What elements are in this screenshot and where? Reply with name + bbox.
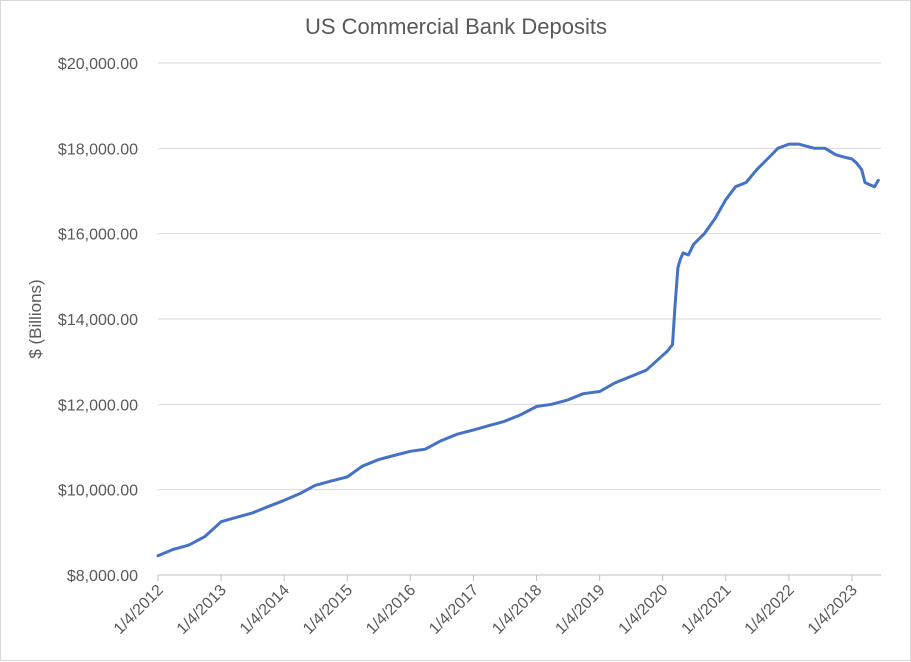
series-layer [156,142,880,558]
x-tick-label: 1/4/2021 [679,582,735,638]
x-tick-label: 1/4/2020 [615,582,671,638]
x-axis-ticks: 1/4/2012 1/4/2013 1/4/2014 1/4/2015 1/4/2016… [111,575,861,638]
y-tick-label: $10,000.00 [58,483,138,500]
y-tick-label: $8,000.00 [67,568,138,585]
y-tick-label: $20,000.00 [58,56,138,73]
x-tick-label: 1/4/2016 [363,582,419,638]
x-tick-label: 1/4/2019 [552,582,608,638]
y-tick-label: $18,000.00 [58,141,138,158]
x-tick-label: 1/4/2017 [426,582,482,638]
y-tick-label: $12,000.00 [58,397,138,414]
x-tick-label: 1/4/2018 [489,582,545,638]
y-tick-label: $16,000.00 [58,227,138,244]
y-tick-label: $14,000.00 [58,312,138,329]
x-tick-label: 1/4/2022 [742,582,798,638]
y-axis-label: $ (Billions) [26,279,45,358]
x-tick-label: 1/4/2014 [237,582,293,638]
chart-title: US Commercial Bank Deposits [305,14,607,39]
x-tick-label: 1/4/2013 [174,582,230,638]
x-tick-label: 1/4/2012 [111,582,167,638]
gridlines [158,62,881,491]
x-tick-label: 1/4/2015 [300,582,356,638]
x-tick-label: 1/4/2023 [805,582,861,638]
series-line-0 [156,142,880,558]
y-axis-ticks: $8,000.00 $10,000.00 $12,000.00 $14,000.00 $… [58,56,138,585]
